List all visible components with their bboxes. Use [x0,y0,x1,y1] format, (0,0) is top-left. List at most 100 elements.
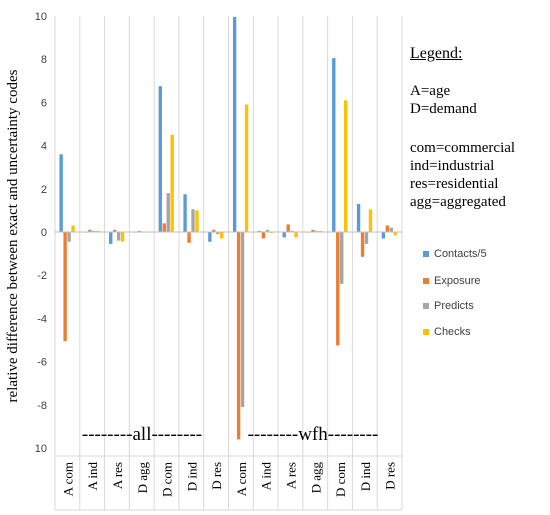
bar-checks-6 [220,232,224,239]
bar-checks-7 [244,104,249,232]
bar-predicts-11 [340,232,344,284]
legend-swatch [423,251,429,257]
note-industrial: ind=industrial [410,158,495,174]
group-label-all: --------all-------- [82,424,202,445]
note-commercial: com=commercial [410,140,516,156]
legend-label: Predicts [434,300,474,312]
bar-predicts-7 [240,232,245,407]
category-label: A ind [259,462,274,491]
bar-contacts-5-6 [208,232,212,242]
bar-predicts-0 [67,232,71,242]
category-label: D res [383,462,398,490]
grid-lines [54,16,403,511]
y-tick-label: 8 [41,54,47,66]
bar-checks-1 [96,230,100,232]
category-label: D com [160,462,175,497]
bar-exposure-11 [336,232,340,346]
bar-exposure-9 [286,224,290,232]
category-label: D ind [358,462,373,492]
bar-checks-9 [294,232,298,238]
bar-predicts-2 [116,232,121,241]
y-tick-labels: 10 8 6 4 2 0 -2 -4 -6 -8 10 [35,11,47,455]
bar-predicts-10 [315,230,319,232]
y-tick-label: 10 [35,11,47,23]
category-labels: A com A ind A res D agg D com D ind D res A com… [60,462,397,498]
category-label: D res [209,462,224,490]
category-label: D com [333,462,348,497]
bar-checks-13 [393,232,397,236]
bar-exposure-7 [236,232,241,440]
bar-exposure-8 [261,232,266,239]
category-label: A res [284,462,299,489]
bar-checks-5 [195,210,199,232]
bar-contacts-5-11 [332,58,336,233]
category-label: A com [234,462,249,496]
bar-checks-0 [71,225,75,232]
y-tick-label: -8 [37,400,47,412]
bar-checks-12 [368,209,373,232]
bar-exposure-2 [113,229,117,232]
bar-contacts-5-0 [59,154,63,232]
category-label: D agg [135,462,150,494]
y-tick-label: -6 [37,357,47,369]
bar-contacts-5-8 [257,230,262,232]
bar-contacts-5-2 [109,232,113,244]
legend-label: Contacts/5 [434,248,487,260]
bar-contacts-5-9 [282,232,286,238]
category-label: A com [60,462,75,496]
y-tick-label: 0 [41,227,47,239]
bar-exposure-1 [88,229,92,232]
bar-predicts-9 [290,230,294,232]
bar-exposure-10 [311,229,315,232]
bar-exposure-6 [212,229,216,232]
bar-predicts-1 [92,230,96,232]
bar-checks-11 [344,100,348,233]
bar-checks-10 [319,230,323,232]
y-axis-label: relative difference between exact and un… [5,69,21,402]
bar-predicts-12 [364,232,369,244]
y-tick-label: 10 [35,443,47,455]
bar-exposure-3 [137,230,142,232]
note-demand: D=demand [410,101,477,117]
bar-exposure-13 [385,225,390,232]
bar-contacts-5-4 [158,86,162,232]
bar-predicts-5 [191,209,195,232]
bar-contacts-5-12 [356,203,361,232]
bar-contacts-5-7 [232,17,237,232]
legend-notes-title: Legend: [410,45,463,62]
note-aggregated: agg=aggregated [410,194,506,210]
y-tick-label: -2 [37,270,47,282]
legend-swatch [423,278,429,284]
y-tick-label: 4 [41,141,47,153]
legend-swatch [423,329,429,335]
bar-exposure-5 [187,232,191,243]
y-tick-label: -4 [37,313,47,325]
bar-contacts-5-5 [183,194,187,232]
bar-predicts-6 [216,232,220,235]
legend: Contacts/5 Exposure Predicts Checks [423,248,487,338]
bar-checks-4 [170,134,174,232]
category-label: A res [110,462,125,489]
category-label: D ind [184,462,199,492]
bar-checks-8 [269,232,274,234]
y-tick-label: 6 [41,97,47,109]
bar-predicts-8 [265,229,270,232]
bar-predicts-4 [166,193,170,232]
note-residential: res=residential [410,176,499,192]
bar-predicts-13 [389,227,393,232]
category-label: D agg [308,462,323,494]
legend-swatch [423,303,429,309]
legend-label: Checks [434,326,471,338]
bar-exposure-0 [63,232,67,342]
bar-exposure-4 [162,223,166,232]
bar-contacts-5-13 [381,232,386,239]
bar-series [59,17,397,440]
bar-exposure-12 [360,232,365,257]
category-label: A ind [85,462,100,491]
bar-checks-2 [120,232,125,242]
group-label-wfh: --------wfh-------- [248,424,379,445]
y-tick-label: 2 [41,184,47,196]
note-age: A=age [410,83,451,99]
legend-label: Exposure [434,275,480,287]
